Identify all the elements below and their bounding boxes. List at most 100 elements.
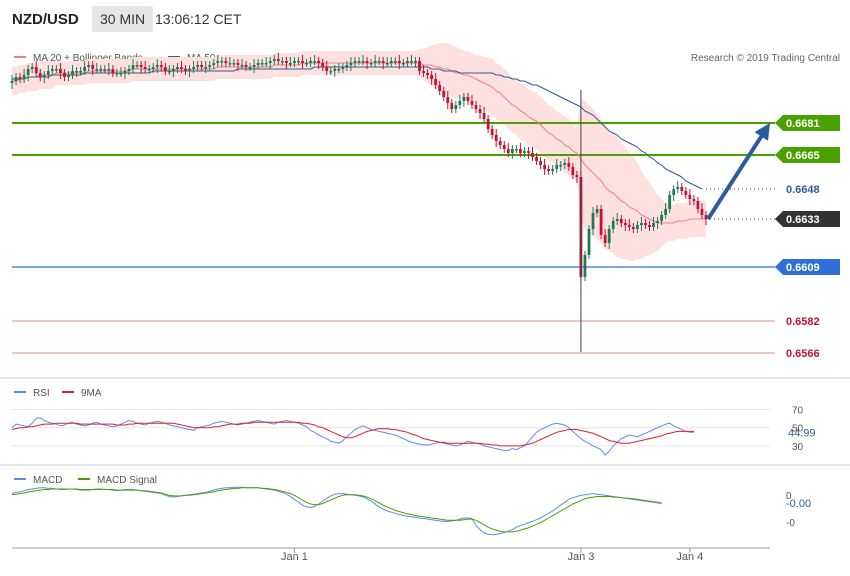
candle-body — [692, 199, 696, 201]
candle-body — [151, 67, 155, 69]
candle-body — [454, 105, 458, 109]
candle-body — [656, 221, 659, 223]
candle-body — [389, 61, 393, 63]
time-axis-label: Jan 1 — [281, 551, 308, 563]
candle-body — [450, 103, 454, 109]
candle-body — [22, 75, 26, 79]
candle-body — [71, 71, 74, 75]
price-level-tag — [775, 115, 840, 131]
price-level-tag — [775, 147, 840, 163]
candle-body — [103, 69, 107, 71]
candle-body — [321, 63, 325, 67]
candle-body — [329, 71, 333, 73]
candle-body — [147, 69, 151, 71]
candle-body — [615, 219, 619, 221]
candle-body — [470, 101, 474, 105]
price-level-label: 0.6609 — [786, 262, 820, 274]
candle-body — [349, 63, 353, 65]
macd-line — [11, 486, 662, 536]
candle-body — [478, 109, 482, 113]
candle-body — [345, 65, 349, 67]
candle-body — [188, 69, 191, 71]
candle-body — [672, 189, 676, 195]
candle-body — [297, 61, 300, 63]
candle-body — [18, 77, 22, 79]
candle-body — [567, 163, 571, 167]
candle-body — [232, 63, 236, 65]
rsi-9ma-line — [11, 421, 694, 447]
candle-body — [309, 61, 312, 63]
candle-body — [652, 223, 655, 227]
candle-body — [474, 105, 478, 109]
candle-body — [180, 67, 183, 69]
candle-body — [688, 195, 692, 199]
candle-body — [119, 73, 123, 75]
candle-body — [490, 129, 494, 135]
candle-body — [67, 75, 70, 77]
candle-body — [660, 215, 664, 221]
macd-signal-line — [11, 487, 662, 533]
price-level-label: 0.6633 — [786, 214, 820, 226]
candle-body — [571, 167, 575, 175]
candle-body — [34, 67, 38, 73]
rsi-tick-label: 30 — [792, 442, 804, 453]
candle-body — [591, 213, 595, 229]
candle-body — [95, 69, 99, 71]
candle-body — [131, 65, 135, 69]
candle-body — [59, 69, 62, 73]
clock-time: 13:06:12 CET — [155, 11, 242, 27]
forecast-arrow-head — [754, 123, 770, 141]
candle-body — [111, 69, 115, 73]
candle-body — [414, 61, 417, 63]
candle-body — [10, 81, 14, 83]
candle-body — [446, 97, 450, 103]
candle-body — [163, 67, 167, 71]
candle-body — [176, 67, 179, 69]
candle-body — [87, 65, 91, 67]
candle-body — [54, 69, 58, 71]
candle-body — [381, 61, 385, 63]
candle-body — [135, 65, 139, 67]
candle-body — [418, 61, 421, 71]
candle-body — [280, 61, 284, 63]
candle-body — [38, 73, 42, 77]
candle-body — [220, 61, 224, 63]
candle-body — [333, 69, 337, 71]
rsi-tick-label: 50 — [792, 424, 804, 435]
candle-body — [228, 63, 232, 65]
candle-body — [583, 255, 587, 277]
candle-body — [531, 153, 534, 157]
price-level-tag — [775, 345, 840, 361]
candle-body — [644, 223, 647, 225]
candle-body — [256, 63, 260, 65]
candle-body — [680, 187, 684, 191]
candle-body — [543, 165, 547, 169]
candle-body — [289, 63, 292, 65]
candle-body — [434, 79, 438, 85]
legend-rsi-label: RSI — [33, 388, 50, 399]
rsi-current-value: 44.99 — [788, 427, 816, 439]
candle-body — [192, 67, 195, 69]
candle-body — [99, 69, 103, 71]
candle-body — [79, 71, 82, 73]
candle-body — [91, 65, 95, 69]
candle-body — [700, 209, 704, 215]
candle-body — [668, 195, 672, 209]
rsi-tick-label: 70 — [792, 406, 804, 417]
candle-body — [518, 149, 522, 153]
timeframe-badge[interactable]: 30 MIN — [92, 6, 154, 32]
legend-signal-label: MACD Signal — [97, 475, 157, 486]
candle-body — [401, 63, 405, 65]
candle-body — [208, 65, 212, 67]
candle-body — [139, 65, 143, 67]
candle-body — [498, 141, 502, 145]
price-level-tag — [775, 259, 840, 275]
candle-body — [224, 61, 228, 63]
candle-body — [523, 151, 526, 153]
candle-body — [664, 209, 668, 215]
candle-body — [107, 69, 111, 71]
candle-body — [514, 149, 518, 151]
candle-body — [619, 219, 623, 223]
candle-body — [301, 61, 304, 63]
price-level-label: 0.6665 — [786, 150, 820, 162]
